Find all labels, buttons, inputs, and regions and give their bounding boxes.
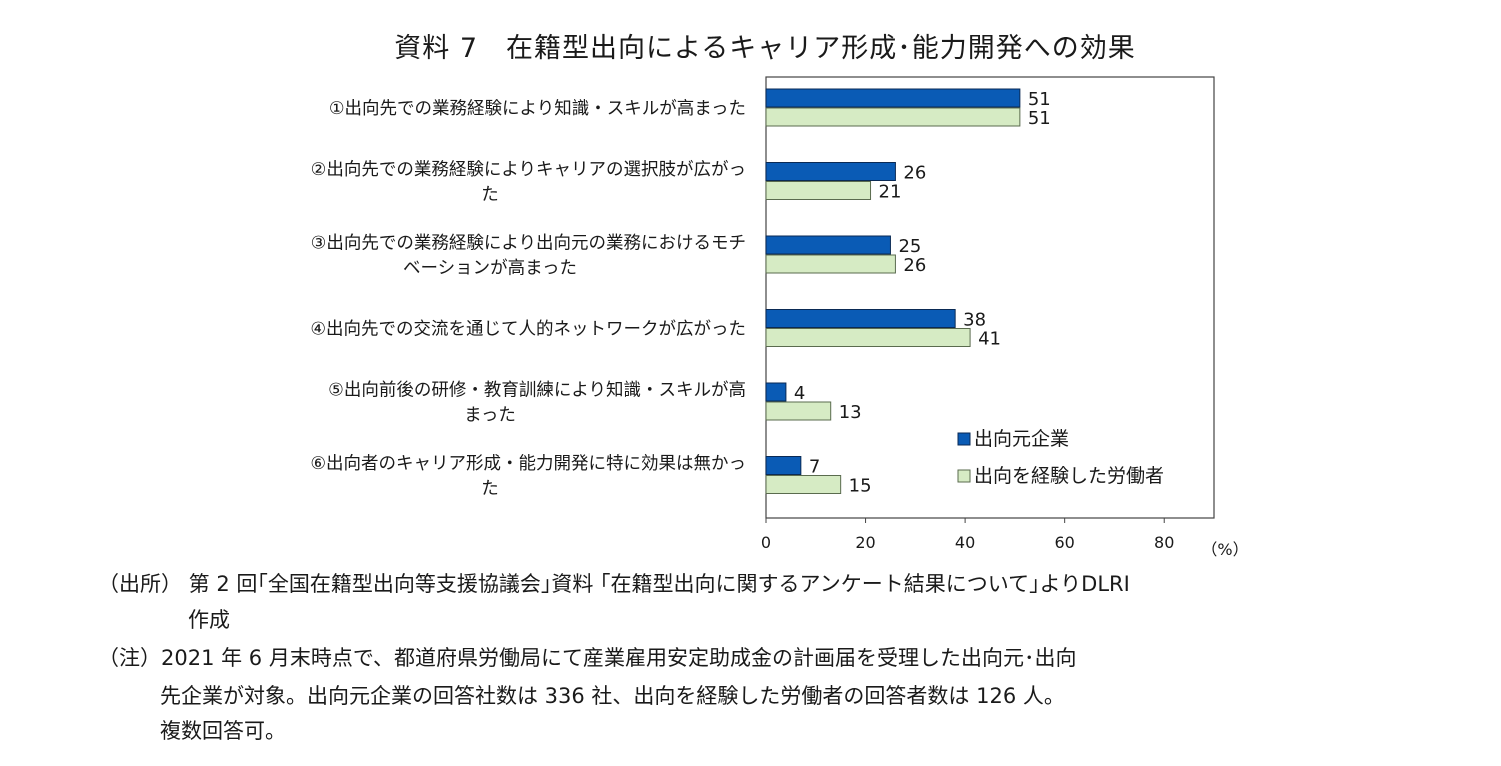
footnote-line3: 複数回答可。 bbox=[160, 719, 286, 743]
legend-swatch-worker bbox=[957, 469, 971, 483]
category-label-5-line1: ⑤出向前後の研修・教育訓練により知識・スキルが高 bbox=[328, 381, 746, 401]
category-label-3-line2: ベーションが高まった bbox=[403, 259, 577, 279]
value-label-company-2: 26 bbox=[903, 163, 926, 184]
value-label-worker-1: 51 bbox=[1028, 108, 1051, 129]
bar-company-6 bbox=[765, 456, 802, 475]
x-axis-unit: （%） bbox=[1201, 540, 1248, 559]
value-label-worker-4: 41 bbox=[978, 329, 1001, 350]
value-label-worker-2: 21 bbox=[879, 182, 902, 203]
bar-company-3 bbox=[765, 235, 891, 255]
bar-worker-3 bbox=[765, 254, 896, 274]
legend-label-company: 出向元企業 bbox=[974, 428, 1069, 450]
value-label-company-6: 7 bbox=[809, 457, 820, 478]
value-label-worker-5: 13 bbox=[839, 402, 862, 423]
category-label-6-line2: た bbox=[481, 479, 499, 499]
bar-company-4 bbox=[765, 309, 956, 328]
x-tick-label-40: 40 bbox=[955, 533, 975, 552]
value-label-company-5: 4 bbox=[794, 383, 805, 404]
legend-label-worker: 出向を経験した労働者 bbox=[974, 465, 1164, 487]
x-tick-label-20: 20 bbox=[855, 533, 875, 552]
x-tick-label-80: 80 bbox=[1154, 533, 1174, 552]
category-label-4: ④出向先での交流を通じて人的ネットワークが広がった bbox=[310, 320, 746, 340]
value-label-company-4: 38 bbox=[963, 310, 986, 331]
category-label-2-line2: た bbox=[481, 185, 499, 205]
chart-title: 資料 7 在籍型出向によるキャリア形成･能力開発への効果 bbox=[394, 33, 1136, 64]
bar-worker-6 bbox=[765, 475, 842, 494]
category-label-2-line1: ②出向先での業務経験によりキャリアの選択肢が広がっ bbox=[311, 160, 746, 180]
x-tick-label-0: 0 bbox=[761, 533, 771, 552]
footnote-line1: （注）2021 年 6 月末時点で、都道府県労働局にて産業雇用安定助成金の計画届… bbox=[98, 646, 1077, 670]
footnote-line2: 先企業が対象。出向元企業の回答社数は 336 社、出向を経験した労働者の回答者数… bbox=[160, 684, 1065, 708]
bar-company-2 bbox=[765, 162, 896, 181]
bar-company-1 bbox=[765, 88, 1021, 108]
x-tick-label-60: 60 bbox=[1054, 533, 1074, 552]
value-label-worker-6: 15 bbox=[849, 476, 872, 497]
category-label-6-line1: ⑥出向者のキャリア形成・能力開発に特に効果は無かっ bbox=[310, 454, 746, 474]
value-label-company-1: 51 bbox=[1028, 89, 1051, 110]
bar-worker-5 bbox=[765, 401, 832, 421]
value-label-company-3: 25 bbox=[898, 236, 921, 257]
category-label-5-line2: まった bbox=[464, 406, 516, 426]
source-note-line2: 作成 bbox=[188, 608, 230, 632]
category-label-1: ①出向先での業務経験により知識・スキルが高まった bbox=[329, 99, 746, 119]
bar-company-5 bbox=[765, 382, 787, 402]
category-label-3-line1: ③出向先での業務経験により出向元の業務におけるモチ bbox=[311, 234, 746, 254]
bar-worker-2 bbox=[765, 181, 872, 200]
bar-worker-1 bbox=[765, 107, 1021, 127]
value-label-worker-3: 26 bbox=[903, 255, 926, 276]
plot-frame bbox=[765, 76, 1215, 519]
source-note-line1: （出所） 第 2 回｢全国在籍型出向等支援協議会｣資料 ｢在籍型出向に関するアン… bbox=[98, 572, 1130, 596]
legend-swatch-company bbox=[957, 432, 971, 446]
bar-worker-4 bbox=[765, 328, 971, 347]
